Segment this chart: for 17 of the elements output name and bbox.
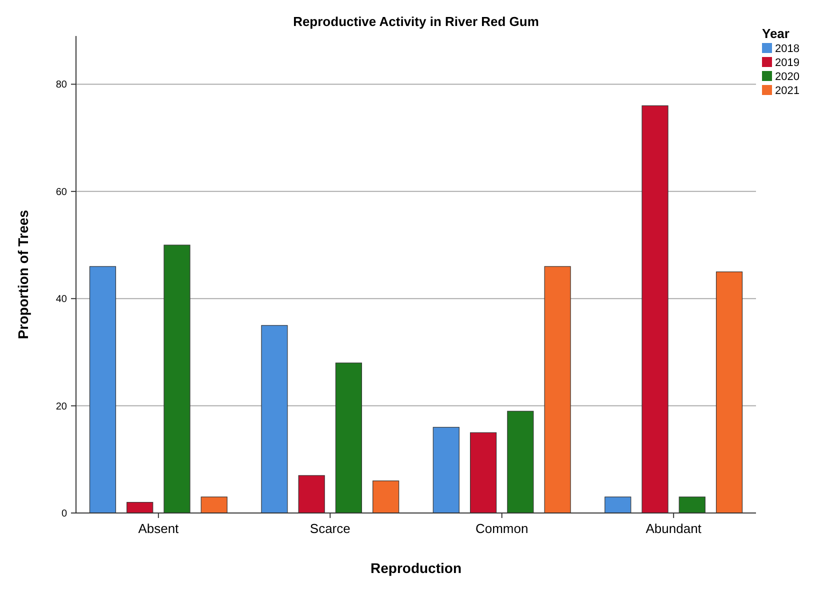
- chart-title: Reproductive Activity in River Red Gum: [293, 14, 539, 29]
- legend-label: 2021: [775, 85, 800, 97]
- y-tick-label: 80: [56, 80, 68, 91]
- y-tick-label: 20: [56, 401, 68, 412]
- y-tick-label: 60: [56, 186, 68, 198]
- y-tick-label: 40: [56, 294, 68, 306]
- x-axis-title: Reproduction: [370, 560, 462, 576]
- y-tick-label: 0: [61, 508, 68, 520]
- x-tick-label: Scarce: [310, 521, 350, 536]
- legend-title: Year: [762, 26, 790, 41]
- x-tick-label: Absent: [138, 521, 180, 536]
- x-tick-label: Abundant: [646, 521, 702, 536]
- legend-label: 2018: [775, 43, 800, 55]
- y-axis-title: Proportion of Trees: [15, 210, 31, 340]
- legend-label: 2020: [775, 71, 800, 83]
- legend-label: 2019: [775, 57, 800, 69]
- x-tick-label: Common: [475, 521, 528, 536]
